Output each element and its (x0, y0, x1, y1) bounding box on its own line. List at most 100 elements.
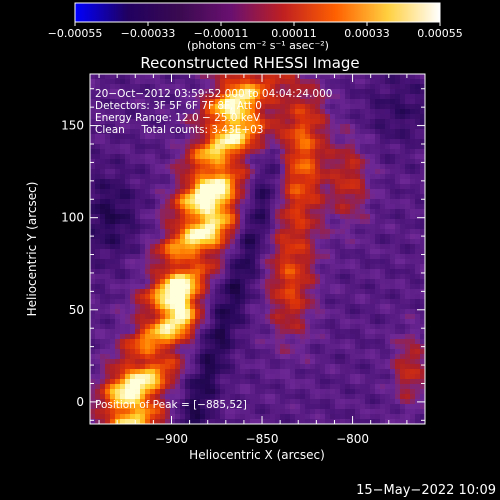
heatmap-cell (125, 274, 131, 280)
heatmap-cell (90, 144, 96, 150)
heatmap-cell (165, 99, 171, 105)
heatmap-cell (250, 324, 256, 330)
heatmap-cell (365, 84, 371, 90)
heatmap-cell (380, 169, 386, 175)
heatmap-cell (130, 114, 136, 120)
heatmap-cell (415, 394, 421, 400)
heatmap-cell (115, 134, 121, 140)
heatmap-cell (90, 149, 96, 155)
heatmap-cell (145, 304, 151, 310)
heatmap-cell (305, 419, 311, 424)
heatmap-cell (250, 84, 256, 90)
heatmap-cell (220, 84, 226, 90)
heatmap-cell (90, 164, 96, 170)
heatmap-cell (195, 269, 201, 275)
heatmap-cell (100, 369, 106, 375)
heatmap-cell (350, 229, 356, 235)
heatmap-cell (405, 119, 411, 125)
heatmap-cell (330, 329, 336, 335)
heatmap-cell (145, 399, 151, 405)
heatmap-cell (295, 164, 301, 170)
heatmap-cell (305, 354, 311, 360)
heatmap-cell (240, 289, 246, 295)
heatmap-cell (385, 114, 391, 120)
heatmap-cell (370, 94, 376, 100)
heatmap-cell (355, 199, 361, 205)
heatmap-cell (300, 289, 306, 295)
heatmap-cell (275, 89, 281, 95)
heatmap-cell (255, 334, 261, 340)
heatmap-cell (375, 79, 381, 85)
heatmap-cell (95, 414, 101, 420)
heatmap-cell (195, 259, 201, 265)
heatmap-cell (110, 374, 116, 380)
heatmap-cell (155, 344, 161, 350)
heatmap-cell (235, 359, 241, 365)
heatmap-cell (370, 184, 376, 190)
heatmap-cell (250, 144, 256, 150)
heatmap-cell (220, 224, 226, 230)
heatmap-cell (375, 149, 381, 155)
heatmap-cell (280, 159, 286, 165)
heatmap-cell (145, 199, 151, 205)
heatmap-cell (115, 84, 121, 90)
colorbar-tick-label: 0.00011 (271, 27, 317, 40)
heatmap-cell (350, 119, 356, 125)
heatmap-cell (235, 324, 241, 330)
heatmap-cell (285, 214, 291, 220)
heatmap-cell (125, 109, 131, 115)
heatmap-cell (105, 339, 111, 345)
heatmap-cell (205, 134, 211, 140)
heatmap-cell (390, 389, 396, 395)
heatmap-cell (260, 299, 266, 305)
heatmap-cell (235, 384, 241, 390)
heatmap-cell (140, 189, 146, 195)
heatmap-cell (210, 89, 216, 95)
heatmap-cell (305, 229, 311, 235)
heatmap-cell (260, 374, 266, 380)
heatmap-cell (110, 89, 116, 95)
heatmap-cell (385, 139, 391, 145)
heatmap-cell (150, 404, 156, 410)
heatmap-cell (245, 134, 251, 140)
heatmap-cell (215, 129, 221, 135)
heatmap-cell (105, 384, 111, 390)
heatmap-cell (420, 329, 425, 335)
heatmap-cell (100, 124, 106, 130)
heatmap-cell (415, 114, 421, 120)
heatmap-cell (165, 279, 171, 285)
heatmap-cell (140, 89, 146, 95)
heatmap-cell (415, 219, 421, 225)
heatmap-cell (230, 369, 236, 375)
annotation-time-range: 20−Oct−2012 03:59:52.000 to 04:04:24.000 (95, 88, 332, 100)
heatmap-cell (200, 319, 206, 325)
heatmap-cell (120, 184, 126, 190)
heatmap-cell (100, 234, 106, 240)
heatmap-cell (265, 139, 271, 145)
heatmap-cell (275, 324, 281, 330)
heatmap-cell (115, 149, 121, 155)
heatmap-cell (230, 399, 236, 405)
heatmap-cell (365, 144, 371, 150)
heatmap-cell (410, 179, 416, 185)
heatmap-cell (240, 249, 246, 255)
heatmap-cell (120, 229, 126, 235)
heatmap-cell (345, 339, 351, 345)
heatmap-cell (230, 224, 236, 230)
heatmap-cell (400, 259, 406, 265)
heatmap-cell (340, 199, 346, 205)
heatmap-cell (150, 389, 156, 395)
heatmap-cell (95, 239, 101, 245)
heatmap-cell (130, 104, 136, 110)
heatmap-cell (240, 109, 246, 115)
heatmap-cell (395, 329, 401, 335)
heatmap-cell (295, 259, 301, 265)
heatmap-cell (360, 164, 366, 170)
heatmap-cell (330, 289, 336, 295)
heatmap-cell (355, 379, 361, 385)
heatmap-cell (115, 359, 121, 365)
heatmap-cell (110, 334, 116, 340)
heatmap-cell (110, 319, 116, 325)
heatmap-cell (245, 349, 251, 355)
heatmap-cell (275, 299, 281, 305)
